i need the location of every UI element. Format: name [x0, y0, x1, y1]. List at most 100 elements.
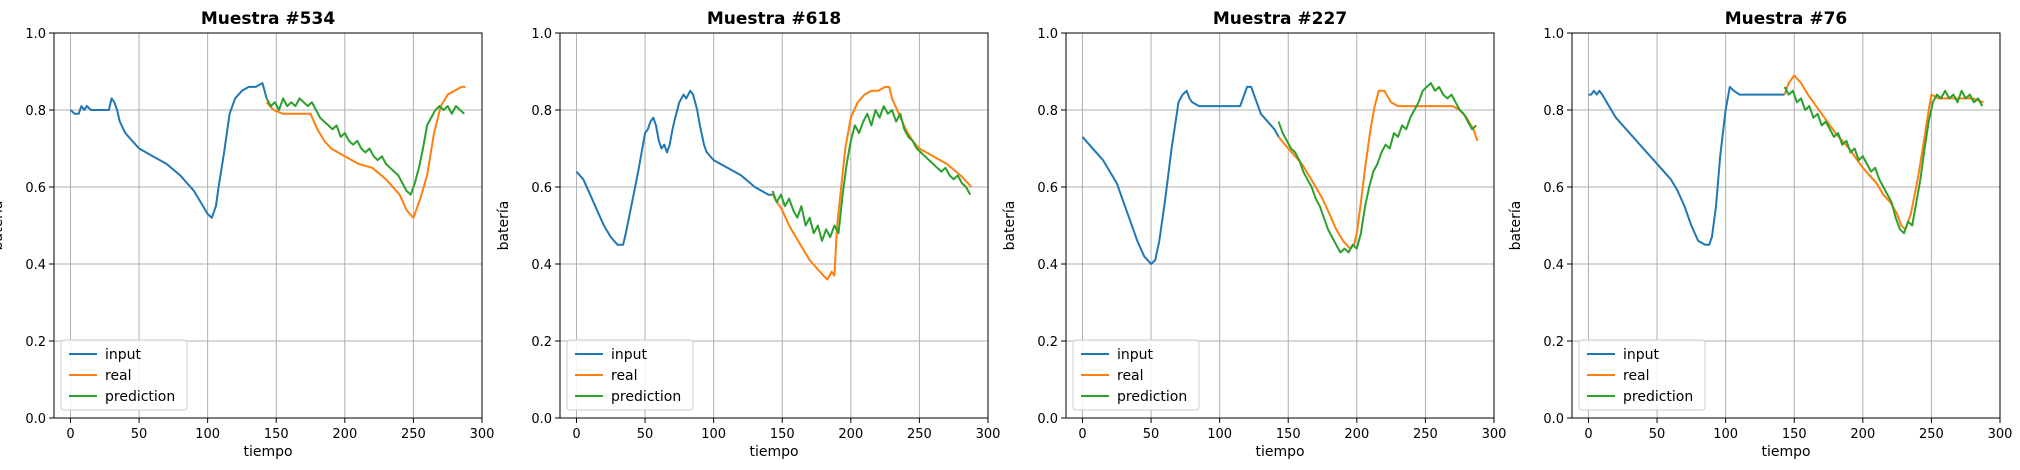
y-tick-label: 0.0 [1543, 412, 1564, 427]
y-tick-label: 1.0 [1543, 27, 1564, 42]
y-tick-label: 0.4 [25, 258, 46, 273]
legend-label-prediction: prediction [611, 389, 681, 405]
x-tick-label: 100 [195, 427, 220, 442]
chart-title: Muestra #534 [201, 9, 335, 29]
legend-label-input: input [1623, 347, 1660, 363]
chart-title: Muestra #227 [1213, 9, 1347, 29]
series-line-input [69, 82, 268, 219]
x-axis-label: tiempo [749, 444, 798, 460]
x-tick-label: 300 [1988, 427, 2013, 442]
series-line-prediction [1277, 82, 1477, 254]
y-tick-label: 0.6 [25, 181, 46, 196]
x-tick-label: 150 [770, 427, 795, 442]
legend: input real prediction [60, 339, 188, 411]
series-line-input [575, 89, 773, 246]
x-tick-label: 200 [838, 427, 863, 442]
series-line-prediction [771, 105, 972, 242]
x-tick-label: 50 [131, 427, 148, 442]
y-tick-label: 0.0 [1037, 412, 1058, 427]
x-tick-label: 250 [1413, 427, 1438, 442]
axes-frame [1571, 32, 2001, 419]
y-axis-label: batería [1508, 201, 1524, 251]
y-axis-label: batería [0, 201, 6, 251]
y-tick-label: 0.0 [25, 412, 46, 427]
x-tick-label: 200 [332, 427, 357, 442]
legend-label-prediction: prediction [1117, 389, 1187, 405]
x-tick-label: 200 [1344, 427, 1369, 442]
series-line-real [265, 85, 466, 219]
y-tick-label: 0.6 [1037, 181, 1058, 196]
x-tick-label: 100 [701, 427, 726, 442]
x-axis-label: tiempo [243, 444, 292, 460]
x-tick-label: 300 [1482, 427, 1507, 442]
chart-title: Muestra #76 [1725, 9, 1847, 29]
y-tick-label: 0.4 [1543, 258, 1564, 273]
x-tick-label: 250 [907, 427, 932, 442]
legend: input real prediction [1578, 339, 1706, 411]
legend-label-real: real [611, 368, 638, 384]
chart-title: Muestra #618 [707, 9, 841, 29]
x-tick-label: 50 [637, 427, 654, 442]
legend-box [566, 339, 694, 411]
series-line-prediction [265, 97, 465, 196]
chart-panel-0: 0 50 100 150 200 250 300 0.0 0.2 0.4 0.6 0.8 1.0 Mues… [0, 9, 494, 460]
axes-frame [559, 32, 989, 419]
y-tick-label: 1.0 [25, 27, 46, 42]
legend-label-prediction: prediction [1623, 389, 1693, 405]
y-tick-label: 0.8 [531, 104, 552, 119]
x-tick-label: 300 [976, 427, 1001, 442]
y-tick-label: 0.0 [531, 412, 552, 427]
y-tick-label: 0.2 [531, 335, 552, 350]
legend-label-input: input [611, 347, 648, 363]
series-line-real [1783, 74, 1984, 231]
y-tick-label: 0.4 [1037, 258, 1058, 273]
x-tick-label: 0 [1078, 427, 1086, 442]
series-line-prediction [1783, 86, 1984, 235]
chart-panel-2: 0 50 100 150 200 250 300 0.0 0.2 0.4 0.6 0.8 1.0 Mues… [1002, 9, 1506, 460]
y-tick-label: 0.4 [531, 258, 552, 273]
x-tick-label: 150 [264, 427, 289, 442]
x-tick-label: 0 [66, 427, 74, 442]
y-tick-label: 0.2 [1543, 335, 1564, 350]
y-axis-label: batería [496, 201, 512, 251]
x-tick-label: 250 [1919, 427, 1944, 442]
x-axis-label: tiempo [1761, 444, 1810, 460]
series-line-real [1277, 89, 1479, 250]
x-tick-label: 200 [1850, 427, 1875, 442]
x-axis-label: tiempo [1255, 444, 1304, 460]
y-tick-label: 1.0 [1037, 27, 1058, 42]
legend: input real prediction [1072, 339, 1200, 411]
y-tick-label: 0.8 [25, 104, 46, 119]
y-tick-label: 0.8 [1037, 104, 1058, 119]
x-tick-label: 300 [470, 427, 495, 442]
y-tick-label: 1.0 [531, 27, 552, 42]
legend-label-real: real [105, 368, 132, 384]
legend-box [1072, 339, 1200, 411]
series-line-input [1081, 85, 1280, 265]
x-tick-label: 150 [1782, 427, 1807, 442]
legend-label-input: input [105, 347, 142, 363]
legend-label-input: input [1117, 347, 1154, 363]
axes-frame [1065, 32, 1495, 419]
axes-frame [53, 32, 483, 419]
x-tick-label: 0 [572, 427, 580, 442]
x-tick-label: 50 [1143, 427, 1160, 442]
x-tick-label: 100 [1207, 427, 1232, 442]
legend-box [60, 339, 188, 411]
y-tick-label: 0.8 [1543, 104, 1564, 119]
y-tick-label: 0.6 [531, 181, 552, 196]
legend: input real prediction [566, 339, 694, 411]
y-tick-label: 0.2 [1037, 335, 1058, 350]
x-tick-label: 150 [1276, 427, 1301, 442]
legend-box [1578, 339, 1706, 411]
series-line-real [771, 85, 973, 281]
legend-label-real: real [1623, 368, 1650, 384]
series-line-input [1588, 85, 1785, 246]
chart-panel-1: 0 50 100 150 200 250 300 0.0 0.2 0.4 0.6 0.8 1.0 Mues… [496, 9, 1000, 460]
y-axis-label: batería [1002, 201, 1018, 251]
x-tick-label: 250 [401, 427, 426, 442]
y-tick-label: 0.6 [1543, 181, 1564, 196]
x-tick-label: 50 [1649, 427, 1666, 442]
x-tick-label: 100 [1713, 427, 1738, 442]
